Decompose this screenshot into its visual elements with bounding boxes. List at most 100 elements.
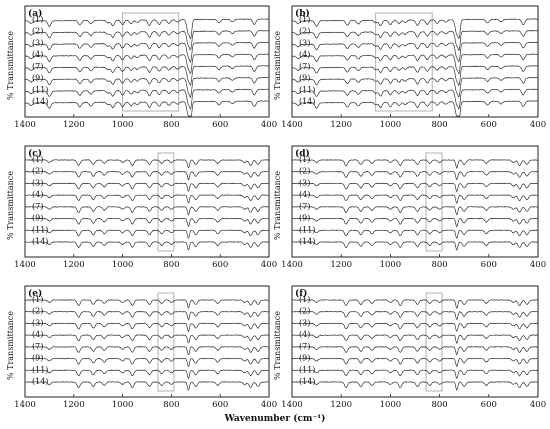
panel-c: 1400 1200 1000 800 600 400 (c) % Transmittance (… [6,145,277,270]
spectrum-line [24,41,270,64]
series-label: (14) [32,237,48,246]
series-label: (11) [32,85,48,94]
spectrum-line [24,346,270,356]
x-tick-label: 1400 [281,120,303,130]
x-axis-title: Wavenumber (cm⁻¹) [224,413,326,424]
x-tick-label: 1400 [14,120,36,130]
spectrum-line [291,88,539,110]
series-label: (3) [32,318,43,327]
x-tick-label: 400 [530,400,546,410]
series-label: (1) [32,295,43,304]
plot-frame [291,5,539,118]
x-tick-label: 1000 [380,120,402,130]
spectrum-line [24,241,269,251]
x-tick-label: 600 [481,400,497,410]
x-tick-label: 400 [530,120,546,130]
series-label: (1) [299,15,310,24]
series-label: (2) [299,307,310,316]
series-label: (14) [32,97,48,106]
panel-d: 1400 1200 1000 800 600 400 (d) % Transmittance (… [273,145,546,270]
spectrum-line [291,229,538,239]
x-tick-label: 1200 [330,260,352,270]
panel-b: 1400 1200 1000 800 600 400 (b) % Transmittance (… [273,5,546,130]
series-label: (11) [32,225,48,234]
series-label: (3) [299,38,310,47]
spectrum-line [24,206,270,216]
series-label: (1) [299,155,310,164]
x-tick-label: 1000 [112,120,134,130]
series-label: (4) [32,330,43,339]
panel-label: (a) [28,8,42,19]
spectrum-line [24,381,269,391]
y-axis-title: % Transmittance [273,311,282,380]
series-label: (2) [299,27,310,36]
y-axis-title: % Transmittance [273,171,282,240]
series-label: (9) [32,74,43,83]
x-tick-label: 1400 [281,260,303,270]
y-axis-title: % Transmittance [6,311,15,380]
spectrum-line [291,30,539,52]
series-label: (1) [32,15,43,24]
plot-frame [24,285,270,398]
x-tick-label: 1200 [63,120,85,130]
series-label: (7) [32,202,43,211]
series-label: (9) [299,74,310,83]
series-label: (7) [32,62,43,71]
spectrum-line [291,76,539,98]
spectrum-line [24,170,269,181]
plot-frame [24,145,270,258]
x-tick-label: 1000 [380,260,402,270]
spectrum-line [24,100,270,117]
spectrum-line [25,76,270,99]
spectrum-line [291,206,539,216]
spectrum-line [291,53,538,75]
x-tick-label: 1400 [14,400,36,410]
spectrum-line [291,217,539,228]
x-tick-label: 400 [261,120,277,130]
spectrum-line [24,88,269,110]
panel-label: (b) [295,8,310,19]
panel-e: 1400 1200 1000 800 600 400 (e) % Transmittance (… [6,285,277,410]
series-label: (3) [32,178,43,187]
series-label: (9) [299,354,310,363]
spectrum-line [291,241,538,251]
spectrum-line [25,30,270,51]
panel-label: (e) [28,288,42,299]
series-label: (3) [32,38,43,47]
x-tick-label: 600 [212,260,228,270]
spectrum-line [291,346,539,356]
series-label: (2) [299,167,310,176]
series-label: (14) [299,377,315,386]
spectrum-line [24,159,270,169]
spectrum-line [24,369,270,379]
panel-label: (c) [28,148,42,159]
y-axis-title: % Transmittance [6,31,15,100]
series-label: (14) [299,237,315,246]
highlight-box [425,152,443,252]
spectrum-line [291,322,539,332]
series-label: (1) [32,155,43,164]
x-tick-label: 800 [163,260,179,270]
spectrum-line [291,299,539,309]
spectrum-line [291,41,539,63]
series-label: (1) [299,295,310,304]
x-tick-label: 400 [261,260,277,270]
spectrum-line [291,100,539,117]
spectrum-line [24,182,270,192]
spectrum-line [291,65,539,87]
plot-frame [24,5,270,118]
spectrum-line [24,357,270,368]
highlight-box [375,12,433,112]
series-label: (2) [32,27,43,36]
x-tick-label: 400 [530,260,546,270]
spectrum-line [291,194,538,204]
spectrum-line [25,217,270,227]
x-tick-label: 800 [431,120,447,130]
series-label: (3) [299,178,310,187]
series-label: (14) [299,97,315,106]
x-tick-label: 1000 [112,400,134,410]
x-tick-label: 600 [212,120,228,130]
series-label: (9) [32,214,43,223]
x-tick-label: 800 [163,400,179,410]
